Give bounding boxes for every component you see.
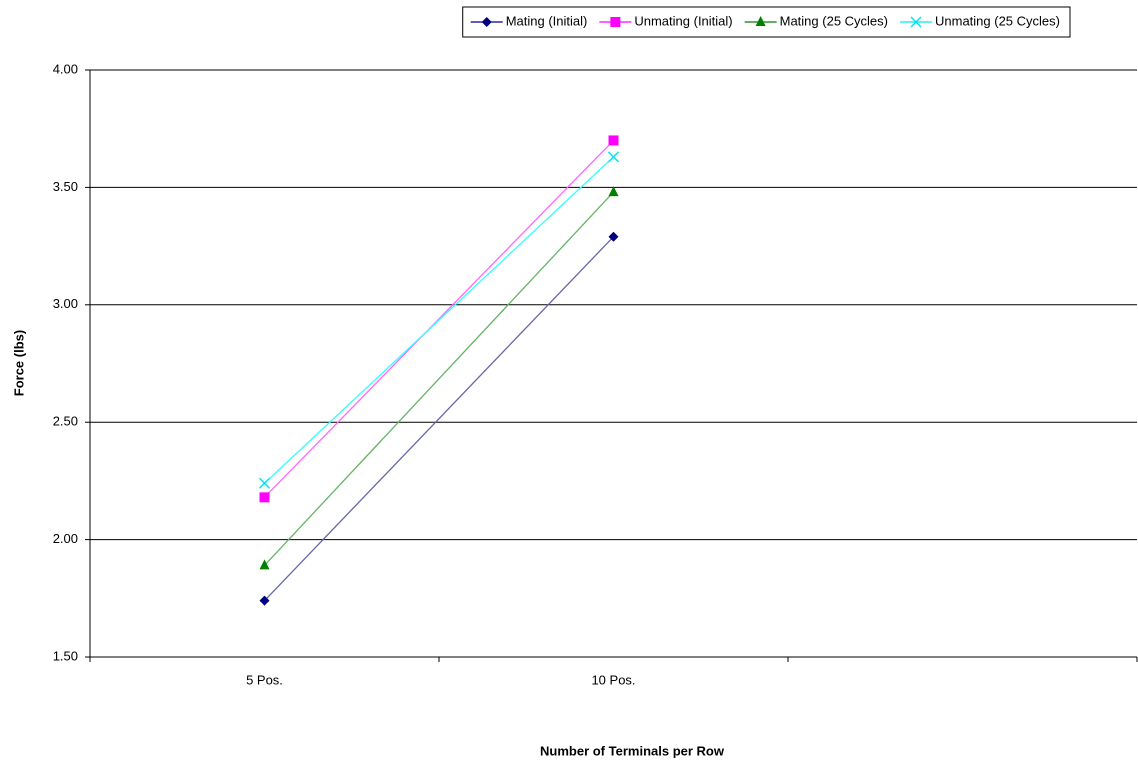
y-axis-title: Force (lbs) bbox=[11, 330, 26, 396]
marker bbox=[607, 151, 620, 163]
x-tick-label: 10 Pos. bbox=[591, 672, 635, 687]
y-tick-label: 2.50 bbox=[53, 414, 78, 429]
series-line bbox=[264, 156, 614, 484]
marker bbox=[608, 186, 619, 197]
marker bbox=[259, 595, 270, 606]
marker bbox=[608, 231, 619, 242]
y-tick-label: 1.50 bbox=[53, 648, 78, 663]
marker bbox=[259, 559, 270, 570]
legend-label: Unmating (25 Cycles) bbox=[935, 13, 1060, 28]
y-tick-label: 3.50 bbox=[53, 179, 78, 194]
marker bbox=[481, 17, 492, 27]
series-line bbox=[264, 191, 614, 566]
y-tick-label: 4.00 bbox=[53, 61, 78, 76]
series-line bbox=[264, 139, 614, 498]
y-tick-label: 2.00 bbox=[53, 531, 78, 546]
marker bbox=[755, 16, 766, 26]
marker bbox=[258, 477, 271, 489]
legend-label: Unmating (Initial) bbox=[634, 13, 732, 28]
marker bbox=[910, 16, 922, 28]
x-tick-label: 5 Pos. bbox=[246, 672, 283, 687]
marker bbox=[259, 492, 270, 503]
y-tick-label: 3.00 bbox=[53, 296, 78, 311]
x-axis-title: Number of Terminals per Row bbox=[540, 743, 725, 758]
marker bbox=[610, 17, 621, 27]
legend: Mating (Initial) Unmating (Initial) Mating… bbox=[462, 6, 1071, 38]
legend-label: Mating (Initial) bbox=[506, 13, 588, 28]
series-line bbox=[264, 236, 614, 602]
legend-label: Mating (25 Cycles) bbox=[780, 13, 888, 28]
marker bbox=[608, 135, 619, 146]
